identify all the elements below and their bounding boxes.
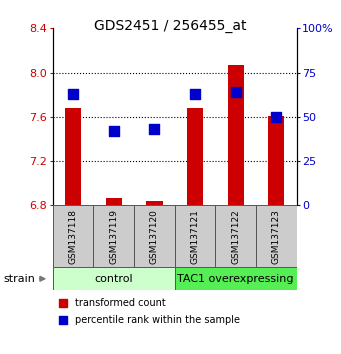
Text: strain: strain (3, 274, 35, 284)
Text: control: control (94, 274, 133, 284)
Point (60, 317, 65, 323)
Bar (175, 267, 297, 290)
Text: GSM137118: GSM137118 (69, 209, 78, 264)
Bar (216, 205, 256, 267)
Bar (227, 65, 244, 205)
Bar (187, 108, 203, 205)
Text: GSM137122: GSM137122 (231, 209, 240, 264)
Text: GSM137119: GSM137119 (109, 209, 118, 264)
Point (273, 114, 279, 120)
Bar (53, 205, 93, 267)
Text: transformed count: transformed count (75, 298, 165, 308)
Point (60, 300, 65, 306)
Point (71, 91, 76, 97)
Bar (106, 198, 122, 205)
Text: GSM137123: GSM137123 (272, 209, 281, 264)
Point (111, 128, 117, 134)
Bar (65, 108, 81, 205)
Point (233, 89, 238, 95)
Bar (175, 205, 216, 267)
Bar (256, 205, 297, 267)
Bar (134, 205, 175, 267)
Bar (93, 205, 134, 267)
Text: GDS2451 / 256455_at: GDS2451 / 256455_at (94, 19, 247, 34)
Point (152, 126, 157, 132)
Text: GSM137121: GSM137121 (191, 209, 199, 264)
Bar (146, 201, 163, 205)
Text: GSM137120: GSM137120 (150, 209, 159, 264)
Text: percentile rank within the sample: percentile rank within the sample (75, 315, 240, 325)
Bar (268, 116, 284, 205)
Text: TAC1 overexpressing: TAC1 overexpressing (177, 274, 294, 284)
Bar (53, 267, 175, 290)
Point (192, 91, 198, 97)
